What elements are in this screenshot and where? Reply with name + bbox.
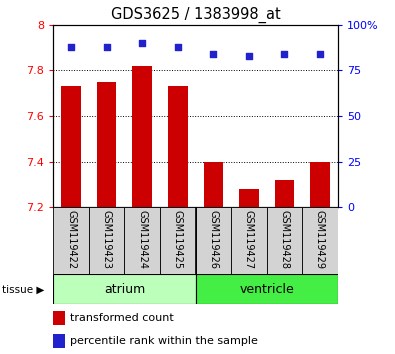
Bar <box>203 161 223 207</box>
Bar <box>231 207 267 274</box>
Text: transformed count: transformed count <box>70 313 174 323</box>
Bar <box>267 207 302 274</box>
Text: GSM119428: GSM119428 <box>279 210 290 269</box>
Bar <box>132 66 152 207</box>
Text: GSM119426: GSM119426 <box>208 210 218 269</box>
Bar <box>302 207 338 274</box>
Bar <box>89 207 124 274</box>
Point <box>210 51 216 57</box>
Bar <box>124 207 160 274</box>
Bar <box>97 82 117 207</box>
Bar <box>53 207 89 274</box>
Text: percentile rank within the sample: percentile rank within the sample <box>70 336 258 346</box>
Bar <box>61 86 81 207</box>
Bar <box>239 189 259 207</box>
Text: tissue ▶: tissue ▶ <box>2 284 44 295</box>
Point <box>317 51 323 57</box>
Bar <box>53 312 65 325</box>
Bar <box>53 274 196 304</box>
Text: GSM119422: GSM119422 <box>66 210 76 269</box>
Point <box>175 44 181 50</box>
Text: GSM119425: GSM119425 <box>173 210 183 269</box>
Point <box>281 51 288 57</box>
Text: GSM119423: GSM119423 <box>102 210 112 269</box>
Text: atrium: atrium <box>104 283 145 296</box>
Bar <box>310 161 330 207</box>
Bar <box>160 207 196 274</box>
Bar <box>53 334 65 348</box>
Point <box>246 53 252 59</box>
Text: GSM119424: GSM119424 <box>137 210 147 269</box>
Title: GDS3625 / 1383998_at: GDS3625 / 1383998_at <box>111 7 280 23</box>
Bar <box>275 180 294 207</box>
Text: ventricle: ventricle <box>239 283 294 296</box>
Text: GSM119429: GSM119429 <box>315 210 325 269</box>
Point <box>139 40 145 46</box>
Bar <box>168 86 188 207</box>
Bar <box>196 207 231 274</box>
Point <box>68 44 74 50</box>
Point <box>103 44 110 50</box>
Text: GSM119427: GSM119427 <box>244 210 254 269</box>
Bar <box>196 274 338 304</box>
